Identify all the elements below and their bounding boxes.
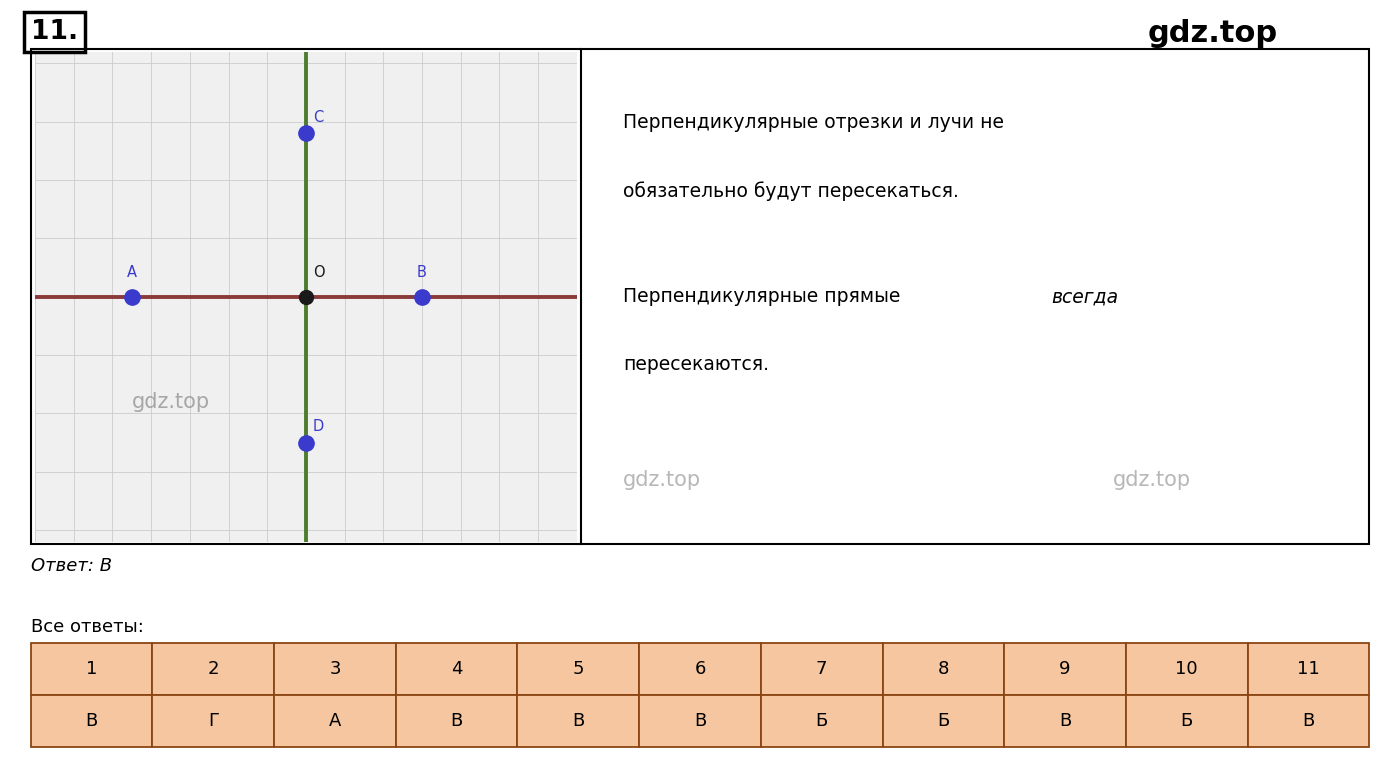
Text: всегда: всегда <box>1051 287 1119 306</box>
Text: 11.: 11. <box>31 19 78 45</box>
Text: обязательно будут пересекаться.: обязательно будут пересекаться. <box>623 181 959 201</box>
Text: 5: 5 <box>573 660 584 678</box>
Text: А: А <box>329 712 342 731</box>
Text: D: D <box>312 419 325 434</box>
Text: В: В <box>85 712 98 731</box>
Text: 9: 9 <box>1060 660 1071 678</box>
Text: gdz.top: gdz.top <box>1148 19 1278 48</box>
Text: 8: 8 <box>938 660 949 678</box>
Text: В: В <box>451 712 463 731</box>
Text: C: C <box>312 110 323 125</box>
Text: В: В <box>694 712 706 731</box>
Text: A: A <box>127 266 137 281</box>
Text: 3: 3 <box>329 660 340 678</box>
Text: 7: 7 <box>816 660 827 678</box>
Text: 1: 1 <box>85 660 98 678</box>
Text: gdz.top: gdz.top <box>132 392 210 412</box>
Text: Все ответы:: Все ответы: <box>31 618 144 636</box>
Text: O: O <box>312 266 325 281</box>
Text: Г: Г <box>207 712 218 731</box>
Text: Ответ: В: Ответ: В <box>31 557 112 575</box>
Text: 4: 4 <box>451 660 462 678</box>
Text: gdz.top: gdz.top <box>623 470 701 490</box>
Text: 11: 11 <box>1296 660 1320 678</box>
Text: Б: Б <box>816 712 827 731</box>
Text: 6: 6 <box>694 660 706 678</box>
Text: B: B <box>417 266 427 281</box>
Text: пересекаются.: пересекаются. <box>623 355 769 374</box>
Text: Б: Б <box>937 712 949 731</box>
Text: В: В <box>1058 712 1071 731</box>
Text: В: В <box>1302 712 1315 731</box>
Text: В: В <box>573 712 584 731</box>
Text: gdz.top: gdz.top <box>1113 470 1191 490</box>
Text: 10: 10 <box>1176 660 1198 678</box>
Text: 2: 2 <box>207 660 218 678</box>
Text: Перпендикулярные прямые: Перпендикулярные прямые <box>623 287 906 306</box>
Text: Б: Б <box>1180 712 1193 731</box>
Text: Перпендикулярные отрезки и лучи не: Перпендикулярные отрезки и лучи не <box>623 113 1004 132</box>
